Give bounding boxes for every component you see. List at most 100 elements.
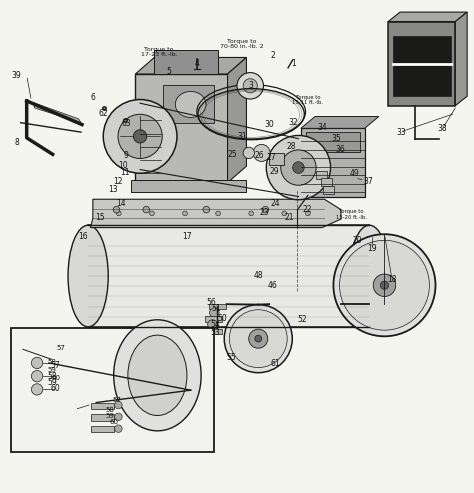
FancyBboxPatch shape [163, 85, 214, 123]
FancyBboxPatch shape [323, 186, 334, 194]
Circle shape [266, 136, 330, 200]
Text: 20: 20 [353, 236, 362, 246]
Circle shape [208, 320, 217, 329]
Circle shape [150, 211, 155, 216]
Polygon shape [91, 199, 341, 228]
Text: 62: 62 [99, 109, 109, 118]
FancyBboxPatch shape [320, 178, 332, 185]
Text: 28: 28 [287, 142, 296, 151]
Text: 38: 38 [438, 124, 447, 133]
Text: Torque to
15-11 ft.-lb.: Torque to 15-11 ft.-lb. [292, 95, 323, 105]
Ellipse shape [349, 225, 390, 327]
FancyBboxPatch shape [11, 328, 214, 452]
Text: 16: 16 [79, 232, 88, 241]
Text: 6: 6 [91, 93, 95, 102]
Circle shape [216, 211, 220, 216]
Text: 31: 31 [237, 132, 246, 141]
Circle shape [339, 240, 429, 330]
Text: 61: 61 [271, 359, 281, 368]
Text: 3: 3 [249, 81, 254, 90]
Circle shape [115, 401, 122, 409]
Circle shape [249, 329, 268, 348]
FancyBboxPatch shape [91, 415, 114, 421]
FancyBboxPatch shape [131, 180, 246, 192]
Text: 4: 4 [194, 59, 199, 68]
Circle shape [115, 413, 122, 421]
Text: 60: 60 [52, 375, 61, 381]
Circle shape [134, 130, 147, 143]
Text: 11: 11 [120, 168, 129, 177]
Circle shape [210, 308, 219, 317]
Text: 59: 59 [47, 378, 56, 387]
Circle shape [182, 211, 187, 216]
Text: 49: 49 [349, 169, 359, 178]
Circle shape [333, 234, 436, 336]
Polygon shape [301, 116, 379, 128]
Circle shape [31, 384, 43, 395]
Circle shape [31, 357, 43, 369]
Circle shape [380, 281, 389, 289]
Text: 8: 8 [15, 138, 19, 147]
Ellipse shape [128, 335, 187, 416]
Circle shape [292, 162, 304, 174]
FancyBboxPatch shape [91, 403, 114, 409]
Text: 22: 22 [302, 205, 312, 214]
FancyBboxPatch shape [269, 153, 284, 165]
Circle shape [249, 211, 254, 216]
Circle shape [281, 150, 316, 185]
Circle shape [113, 207, 120, 213]
Circle shape [118, 114, 162, 159]
Circle shape [115, 425, 122, 432]
Text: 58: 58 [47, 372, 56, 381]
Text: 34: 34 [317, 123, 327, 132]
Text: 15: 15 [95, 212, 105, 222]
Circle shape [117, 211, 121, 216]
Circle shape [255, 335, 262, 342]
Circle shape [262, 207, 269, 213]
FancyBboxPatch shape [316, 172, 327, 179]
Text: 9: 9 [124, 151, 128, 160]
Text: 33: 33 [397, 128, 406, 137]
FancyBboxPatch shape [301, 128, 365, 197]
Circle shape [243, 147, 255, 159]
Circle shape [253, 144, 270, 161]
Polygon shape [228, 58, 246, 183]
Text: 46: 46 [267, 281, 277, 290]
Text: 52: 52 [297, 315, 307, 324]
Text: 55: 55 [227, 353, 236, 362]
FancyBboxPatch shape [306, 132, 360, 152]
FancyBboxPatch shape [388, 22, 456, 106]
Text: 27: 27 [266, 153, 276, 162]
FancyBboxPatch shape [205, 317, 222, 322]
Circle shape [237, 72, 264, 99]
Polygon shape [33, 103, 81, 123]
Circle shape [203, 207, 210, 213]
Text: 59: 59 [106, 413, 115, 419]
Circle shape [282, 211, 287, 216]
Text: 12: 12 [113, 177, 123, 186]
Circle shape [229, 310, 287, 368]
Text: 57: 57 [50, 361, 60, 370]
Circle shape [103, 100, 177, 173]
Circle shape [243, 79, 257, 93]
Text: 50: 50 [217, 314, 227, 323]
Text: 14: 14 [117, 200, 126, 209]
Text: 10: 10 [118, 161, 128, 170]
Text: 36: 36 [335, 145, 345, 154]
Circle shape [31, 371, 43, 382]
Text: 30: 30 [264, 120, 274, 129]
Circle shape [373, 274, 396, 296]
Text: 57: 57 [112, 397, 121, 403]
Text: Torque to
70-80 in.-lb. 2: Torque to 70-80 in.-lb. 2 [220, 39, 264, 49]
Text: 1: 1 [292, 59, 296, 68]
Text: 24: 24 [271, 200, 281, 209]
Text: Torque to
15-20 ft.-lb.: Torque to 15-20 ft.-lb. [336, 209, 367, 219]
Circle shape [306, 211, 310, 216]
FancyBboxPatch shape [209, 304, 226, 309]
Text: 37: 37 [364, 177, 373, 186]
Text: 29: 29 [270, 167, 280, 176]
Polygon shape [388, 12, 467, 22]
Polygon shape [456, 12, 467, 106]
Circle shape [224, 305, 292, 373]
Text: 39: 39 [11, 71, 21, 80]
